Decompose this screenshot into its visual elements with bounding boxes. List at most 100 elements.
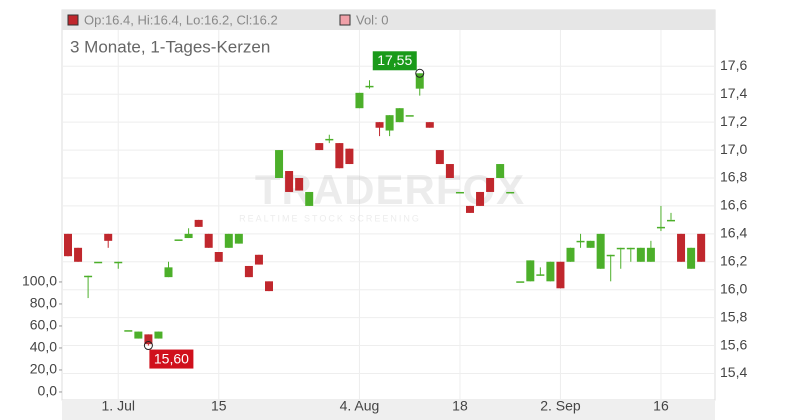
candle-body [265,281,273,292]
candle-body [335,143,344,169]
y-tick-label: 17,6 [720,57,747,73]
y-tick-label: 16,4 [720,225,747,241]
y2-tick-label: 60,0 [30,317,57,333]
x-tick-label: 1. Jul [102,398,135,414]
candle-body [496,164,505,178]
candle-body [234,233,243,244]
candle-body [285,171,294,192]
legend-bar [62,10,715,30]
candle-body [224,233,233,248]
y-tick-label: 17,0 [720,141,747,157]
candle-body [646,247,655,262]
candle-body [677,233,686,262]
y-tick-label: 16,8 [720,169,747,185]
candle-body [405,115,414,117]
candle-body [415,73,424,89]
y-tick-label: 16,6 [720,197,747,213]
candle-body [275,150,284,178]
y-tick-label: 16,0 [720,280,747,296]
candle-body [566,247,575,262]
y2-tick-label: 100,0 [22,273,57,289]
candle-body [124,330,133,332]
legend-volume: Vol: 0 [356,12,389,27]
candle-body [94,261,103,264]
candle-body [486,178,495,192]
candle-body [104,233,113,241]
candle-body [254,254,263,265]
candle-body [576,240,585,243]
x-axis-band [62,400,715,420]
legend-ohlc: Op:16.4, Hi:16.4, Lo:16.2, Cl:16.2 [84,12,278,27]
candle-body [375,122,384,128]
x-tick-label: 15 [211,398,227,414]
candle-body [114,261,123,264]
y-tick-label: 15,8 [720,308,747,324]
legend-swatch [67,14,79,26]
y2-tick-label: 40,0 [30,339,57,355]
y-tick-label: 15,4 [720,364,747,380]
candle-body [64,233,72,257]
candle-body [476,191,485,206]
candle-body [315,143,324,151]
x-tick-label: 2. Sep [540,398,581,414]
candle-body [355,92,364,109]
candle-body [455,191,464,194]
y2-tick-label: 80,0 [30,295,57,311]
candle-body [616,247,625,250]
candle-body [144,334,153,345]
annotation-label: 17,55 [377,52,412,68]
candle-body [295,178,304,191]
candle-body [164,267,173,278]
candle-body [516,281,525,283]
candle-body [74,247,83,262]
candle-body [636,247,645,262]
extreme-marker [415,68,425,78]
candle-body [586,240,595,248]
candle-body [546,261,555,282]
candle-body [656,226,665,229]
candle-body [687,247,696,269]
y2-tick-label: 20,0 [30,361,57,377]
annotation-box [372,51,417,71]
candle-body [526,260,535,282]
candle-body [174,239,183,241]
candle-body [626,247,635,250]
candle-body [697,233,706,262]
candle-body [667,219,675,222]
candle-body [445,164,454,178]
candle-body [244,265,253,278]
x-tick-label: 16 [653,398,669,414]
candle-body [194,219,203,227]
y-tick-label: 16,2 [720,252,747,268]
y-tick-label: 17,2 [720,113,747,129]
subtitle: 3 Monate, 1-Tages-Kerzen [70,37,270,56]
y2-tick-label: 0,0 [38,383,58,399]
annotation-label: 15,60 [154,350,189,366]
candle-body [506,191,515,194]
candle-body [556,261,565,289]
candle-body [154,331,163,339]
candle-body [536,274,545,276]
legend-swatch [339,14,351,26]
candle-body [325,138,334,141]
candle-body [84,275,93,278]
candle-body [204,233,213,248]
candle-body [385,115,394,131]
annotation-box [149,349,194,369]
candle-body [435,150,444,165]
y-tick-label: 15,6 [720,336,747,352]
candle-body [596,233,605,269]
y-tick-label: 17,4 [720,85,747,101]
candle-body [425,122,434,128]
candle-body [214,252,223,262]
candle-body [184,233,193,239]
candle-body [365,85,374,88]
candle-body [606,254,615,257]
x-tick-label: 4. Aug [340,398,380,414]
candle-body [466,205,474,213]
x-tick-label: 18 [452,398,468,414]
candle-body [345,148,354,165]
candle-body [395,108,404,123]
watermark-subtext: REALTIME STOCK SCREENING [239,213,421,223]
